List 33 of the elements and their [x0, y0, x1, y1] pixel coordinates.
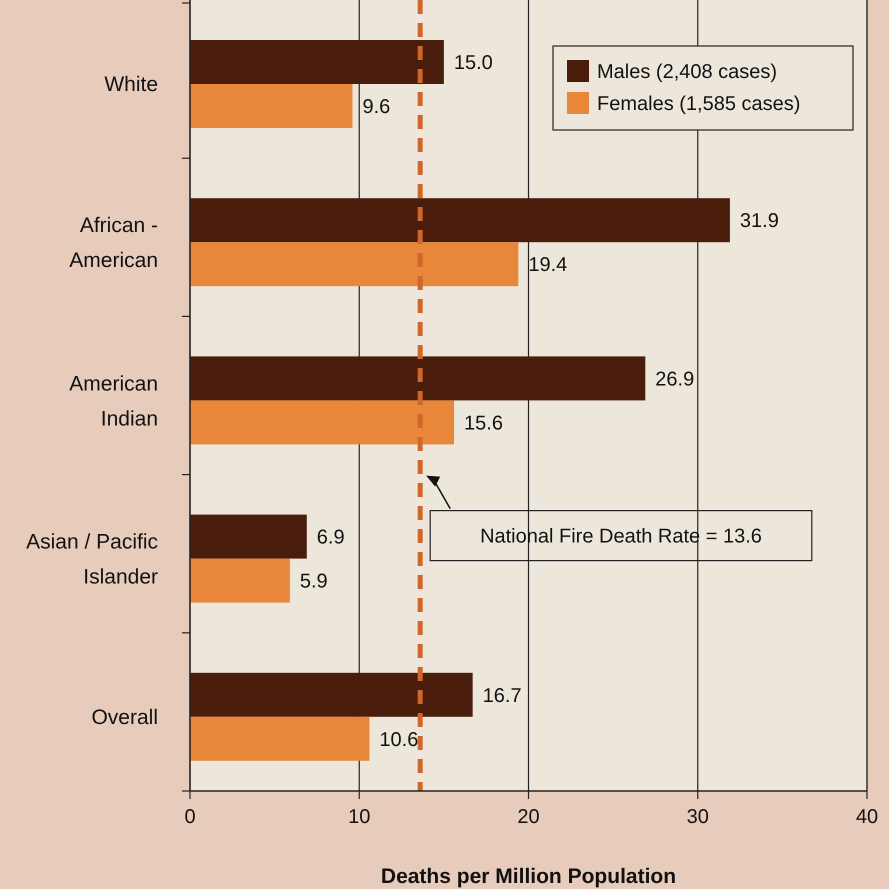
- data-label: 16.7: [482, 684, 522, 707]
- data-label: 5.9: [300, 570, 328, 593]
- x-tick-label: 10: [348, 806, 370, 828]
- bar: [190, 198, 730, 242]
- data-label: 15.6: [464, 412, 503, 434]
- x-tick-label: 0: [184, 806, 196, 828]
- bar: [190, 514, 307, 559]
- data-label: 9.6: [362, 96, 390, 118]
- data-label: 19.4: [528, 254, 568, 276]
- y-tick-label: Asian / Pacific Islander: [26, 530, 158, 589]
- y-tick-label: American Indian: [69, 372, 158, 430]
- x-tick-label: 20: [517, 806, 540, 828]
- legend-label: Males (2,408 cases): [597, 61, 778, 83]
- x-tick-label: 30: [686, 806, 709, 828]
- data-label: 26.9: [655, 368, 694, 390]
- y-tick-label: African - American: [69, 214, 158, 272]
- bar: [190, 716, 370, 761]
- bar: [190, 400, 454, 444]
- bar: [190, 558, 290, 603]
- data-label: 10.6: [379, 728, 418, 751]
- data-label: 6.9: [316, 526, 345, 549]
- y-tick-label: Overall: [91, 706, 158, 729]
- x-axis-title: Deaths per Million Population: [380, 865, 676, 888]
- data-label: 31.9: [740, 210, 779, 232]
- bar: [190, 672, 473, 717]
- data-label: 15.0: [454, 52, 493, 74]
- bar: [190, 84, 352, 128]
- legend-label: Females (1,585 cases): [597, 93, 800, 115]
- bar: [190, 242, 518, 286]
- x-tick-label: 40: [856, 806, 878, 828]
- y-tick-label: White: [104, 73, 158, 96]
- bar: [190, 356, 646, 400]
- bar: [190, 40, 444, 84]
